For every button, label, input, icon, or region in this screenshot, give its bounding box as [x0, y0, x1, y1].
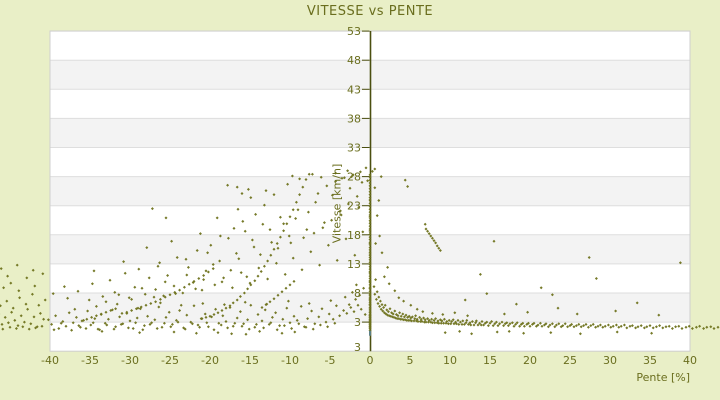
y-tick-label: 18 — [347, 229, 361, 242]
data-points — [368, 173, 372, 332]
x-tick-label: 35 — [643, 354, 657, 367]
x-tick-label: -5 — [325, 354, 336, 367]
y-tick-label: 33 — [347, 142, 361, 155]
data-points — [0, 263, 47, 331]
x-tick-label: -40 — [41, 354, 59, 367]
x-tick-label: -15 — [241, 354, 259, 367]
y-tick-label: 13 — [347, 258, 361, 271]
x-tick-label: 5 — [407, 354, 414, 367]
x-axis-title: Pente [%] — [636, 371, 690, 384]
x-tick-label: -30 — [121, 354, 139, 367]
x-tick-label: 25 — [563, 354, 577, 367]
x-tick-label: 20 — [523, 354, 537, 367]
x-tick-label: -25 — [161, 354, 179, 367]
x-tick-label: -35 — [81, 354, 99, 367]
y-axis-title: Vitesse [km/h] — [330, 163, 344, 244]
x-tick-label: 15 — [483, 354, 497, 367]
y-tick-label: 38 — [347, 112, 361, 125]
y-tick-label: 3 — [354, 316, 361, 329]
x-tick-label: 30 — [603, 354, 617, 367]
x-tick-label: 0 — [367, 354, 374, 367]
x-tick-label: -20 — [201, 354, 219, 367]
x-tick-label: 40 — [683, 354, 697, 367]
y-tick-label: 53 — [347, 25, 361, 38]
y-tick-label: 8 — [354, 287, 361, 300]
x-tick-label: 10 — [443, 354, 457, 367]
y-axis-min-label: 3 — [354, 341, 361, 354]
y-tick-label: 28 — [347, 171, 361, 184]
y-tick-label: 23 — [347, 200, 361, 213]
y-tick-label: 48 — [347, 54, 361, 67]
y-tick-label: 43 — [347, 83, 361, 96]
x-tick-label: -10 — [281, 354, 299, 367]
axis-end-mark — [369, 330, 371, 336]
chart-title: VITESSE vs PENTE — [306, 4, 434, 19]
